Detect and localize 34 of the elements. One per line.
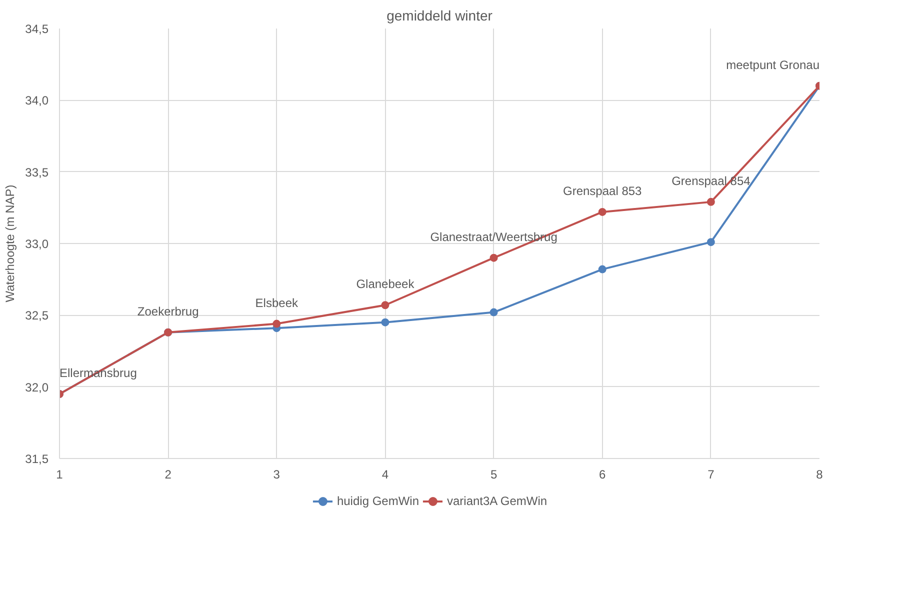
point [490, 254, 498, 262]
y-tick-label: 32,0 [25, 380, 49, 394]
legend-label: variant3A GemWin [446, 494, 548, 508]
x-tick-label: 4 [382, 468, 389, 482]
point [272, 320, 281, 328]
point [598, 265, 606, 274]
annotation: Glanebeek [356, 277, 416, 292]
y-tick-label: 31,5 [25, 452, 49, 466]
x-tick-label: 2 [164, 468, 172, 482]
y-tick-label: 32,5 [25, 308, 49, 323]
annotation: Zoekerbrug [137, 304, 199, 318]
annotation: meetpunt Gronau [726, 58, 820, 72]
point [490, 308, 498, 316]
legend-label: huidig GemWin [336, 494, 419, 508]
x-tick-label: 8 [816, 468, 824, 482]
annotation: Grenspaal 854 [672, 174, 751, 188]
annotation: Grenspaal 853 [562, 184, 642, 198]
point [706, 198, 715, 206]
x-tick-label: 7 [708, 468, 715, 482]
y-axis-title: Waterhoogte (m NAP) [3, 184, 18, 302]
y-tick-label: 34,5 [25, 22, 49, 36]
x-tick-label: 3 [273, 468, 280, 482]
chart-title: gemiddeld winter [386, 8, 493, 24]
x-tick-label: 1 [56, 468, 64, 482]
x-tick-label: 5 [490, 468, 498, 482]
x-tick-label: 6 [599, 468, 606, 482]
point [381, 318, 390, 326]
point [381, 301, 390, 310]
y-tick-label: 34,0 [25, 94, 49, 108]
point [598, 208, 606, 216]
y-tick-label: 33,5 [25, 165, 49, 180]
annotation: Elsbeek [255, 296, 299, 310]
y-tick-label: 33,0 [25, 237, 49, 251]
point [706, 238, 715, 246]
